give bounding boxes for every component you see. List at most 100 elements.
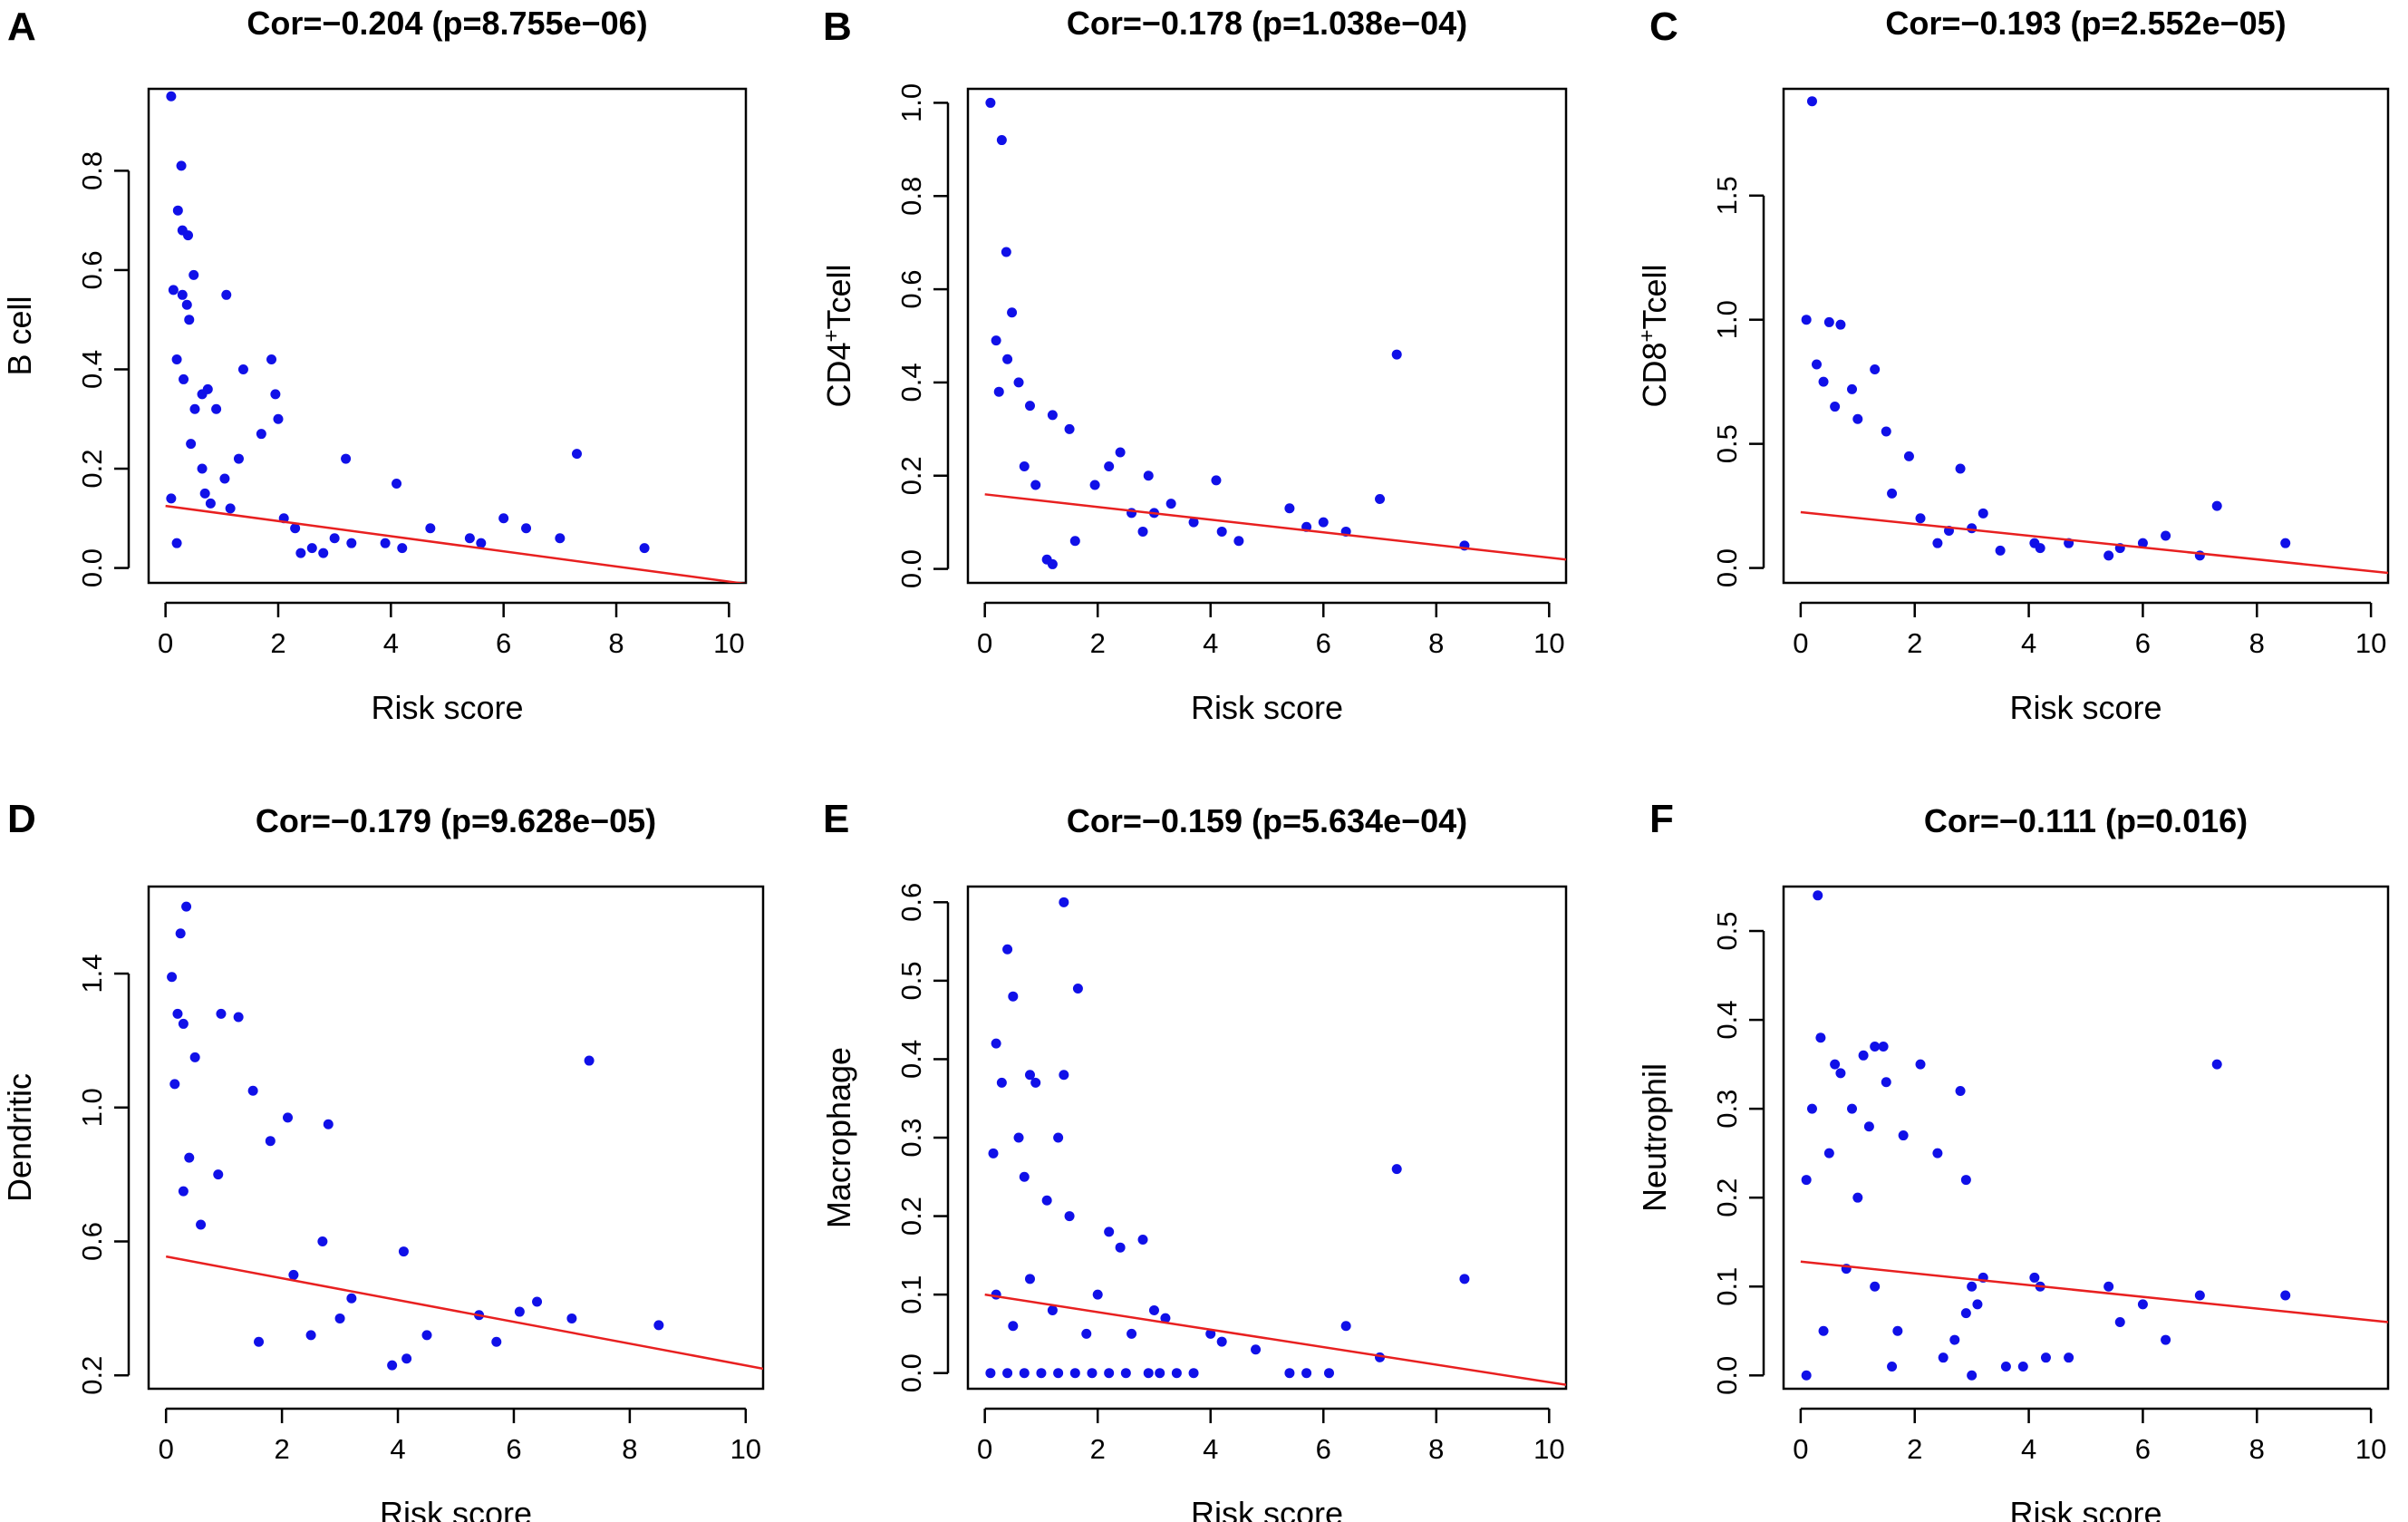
y-tick-label-f: 0.0 <box>1711 1356 1743 1395</box>
y-axis-label-d: Dendritic <box>1 1073 38 1202</box>
data-point-e <box>1188 1368 1199 1379</box>
data-point-b <box>1024 401 1035 412</box>
data-point-a <box>176 160 187 171</box>
x-tick-label-d: 6 <box>506 1433 521 1465</box>
data-point-c <box>1818 376 1829 387</box>
x-tick-label-b: 4 <box>1203 627 1218 659</box>
data-point-e <box>1216 1336 1227 1347</box>
y-tick-label-e: 0.0 <box>895 1353 927 1392</box>
x-tick-label-d: 8 <box>622 1433 637 1465</box>
plot-frame-d <box>147 885 765 1391</box>
panel-title-c: Cor=−0.193 (p=2.552e−05) <box>1885 5 2286 42</box>
data-point-d <box>421 1330 432 1341</box>
y-tick-label-f: 0.4 <box>1711 1001 1743 1040</box>
y-axis-label-sup-c: + <box>1635 329 1659 342</box>
data-point-a <box>179 373 189 384</box>
data-point-b <box>996 135 1007 146</box>
x-tick-label-a: 8 <box>608 627 624 659</box>
panel-letter-e: E <box>823 797 849 841</box>
y-tick-label-e: 0.2 <box>895 1197 927 1236</box>
data-point-f <box>1887 1361 1898 1372</box>
data-point-d <box>233 1012 244 1023</box>
x-tick-label-d: 4 <box>390 1433 405 1465</box>
data-point-b <box>1115 447 1126 458</box>
x-tick-label-c: 8 <box>2249 627 2265 659</box>
data-point-a <box>237 364 248 374</box>
data-point-f <box>2103 1281 2114 1292</box>
data-point-a <box>184 315 195 325</box>
data-point-a <box>346 538 357 548</box>
y-axis-label-f: Neutrophil <box>1636 1063 1673 1212</box>
y-tick-label-c: 0.5 <box>1711 424 1743 463</box>
data-point-e <box>1013 1132 1024 1143</box>
data-point-f <box>1863 1121 1874 1132</box>
x-axis-label-b: Risk score <box>1191 689 1343 726</box>
data-point-c <box>1852 413 1863 424</box>
panel-letter-a: A <box>7 5 36 49</box>
data-point-a <box>521 523 532 534</box>
x-tick-label-a: 0 <box>158 627 173 659</box>
data-point-f <box>1967 1370 1978 1381</box>
y-tick-label-b: 0.0 <box>895 549 927 588</box>
data-point-d <box>401 1353 412 1364</box>
x-tick-label-f: 8 <box>2249 1433 2265 1465</box>
data-point-f <box>1892 1325 1903 1336</box>
data-point-a <box>233 453 244 464</box>
y-tick-label-f: 0.2 <box>1711 1178 1743 1217</box>
data-point-b <box>1143 470 1154 481</box>
data-point-b <box>1391 349 1402 360</box>
data-point-d <box>653 1320 664 1331</box>
data-point-d <box>172 1008 183 1019</box>
data-point-a <box>270 389 281 400</box>
data-point-e <box>1072 984 1083 994</box>
y-tick-label-c: 1.5 <box>1711 176 1743 215</box>
plot-frame-f <box>1782 885 2390 1391</box>
data-point-b <box>1137 526 1148 537</box>
plot-frame-e <box>966 885 1568 1391</box>
data-point-b <box>1013 377 1024 388</box>
panel-title-e: Cor=−0.159 (p=5.634e−04) <box>1067 802 1467 839</box>
y-axis-label-c: CD8+Tcell <box>1635 264 1674 407</box>
y-axis-label-main-d: Dendritic <box>1 1073 38 1202</box>
data-point-f <box>1858 1050 1869 1061</box>
y-tick-label-a: 0.6 <box>76 250 108 289</box>
data-point-d <box>387 1360 398 1371</box>
data-point-f <box>1852 1192 1863 1203</box>
y-axis-label-main-f: Neutrophil <box>1636 1063 1673 1212</box>
fit-line-e <box>984 1293 1566 1386</box>
data-point-b <box>1047 410 1058 421</box>
data-point-d <box>288 1269 299 1280</box>
data-point-f <box>1881 1077 1891 1088</box>
y-tick-label-e: 0.4 <box>895 1040 927 1079</box>
data-point-e <box>1008 1321 1019 1332</box>
x-tick-label-e: 10 <box>1533 1433 1564 1465</box>
x-tick-label-f: 4 <box>2021 1433 2036 1465</box>
data-point-a <box>464 533 475 544</box>
data-point-f <box>1949 1334 1960 1345</box>
data-point-e <box>1301 1368 1312 1379</box>
x-axis-label-f: Risk score <box>2009 1495 2161 1522</box>
data-point-f <box>2000 1361 2011 1372</box>
data-point-c <box>1955 463 1966 474</box>
data-point-f <box>2211 1059 2222 1070</box>
data-point-f <box>1815 1032 1826 1043</box>
data-point-e <box>1284 1368 1295 1379</box>
data-point-a <box>189 269 199 280</box>
data-point-e <box>1171 1368 1182 1379</box>
fit-line-f <box>1800 1260 2388 1323</box>
data-point-a <box>199 488 210 499</box>
data-point-e <box>1081 1328 1092 1339</box>
data-point-f <box>1806 1103 1817 1114</box>
x-tick-label-b: 6 <box>1316 627 1331 659</box>
data-point-c <box>1801 315 1812 325</box>
data-point-a <box>177 289 188 300</box>
x-tick-label-e: 8 <box>1428 1433 1444 1465</box>
data-point-d <box>398 1246 409 1257</box>
data-point-e <box>1059 897 1069 907</box>
x-tick-label-e: 2 <box>1090 1433 1106 1465</box>
data-point-e <box>1148 1304 1159 1315</box>
y-tick-label-e: 0.6 <box>895 883 927 922</box>
data-point-e <box>1104 1226 1115 1237</box>
data-point-f <box>1835 1068 1846 1079</box>
